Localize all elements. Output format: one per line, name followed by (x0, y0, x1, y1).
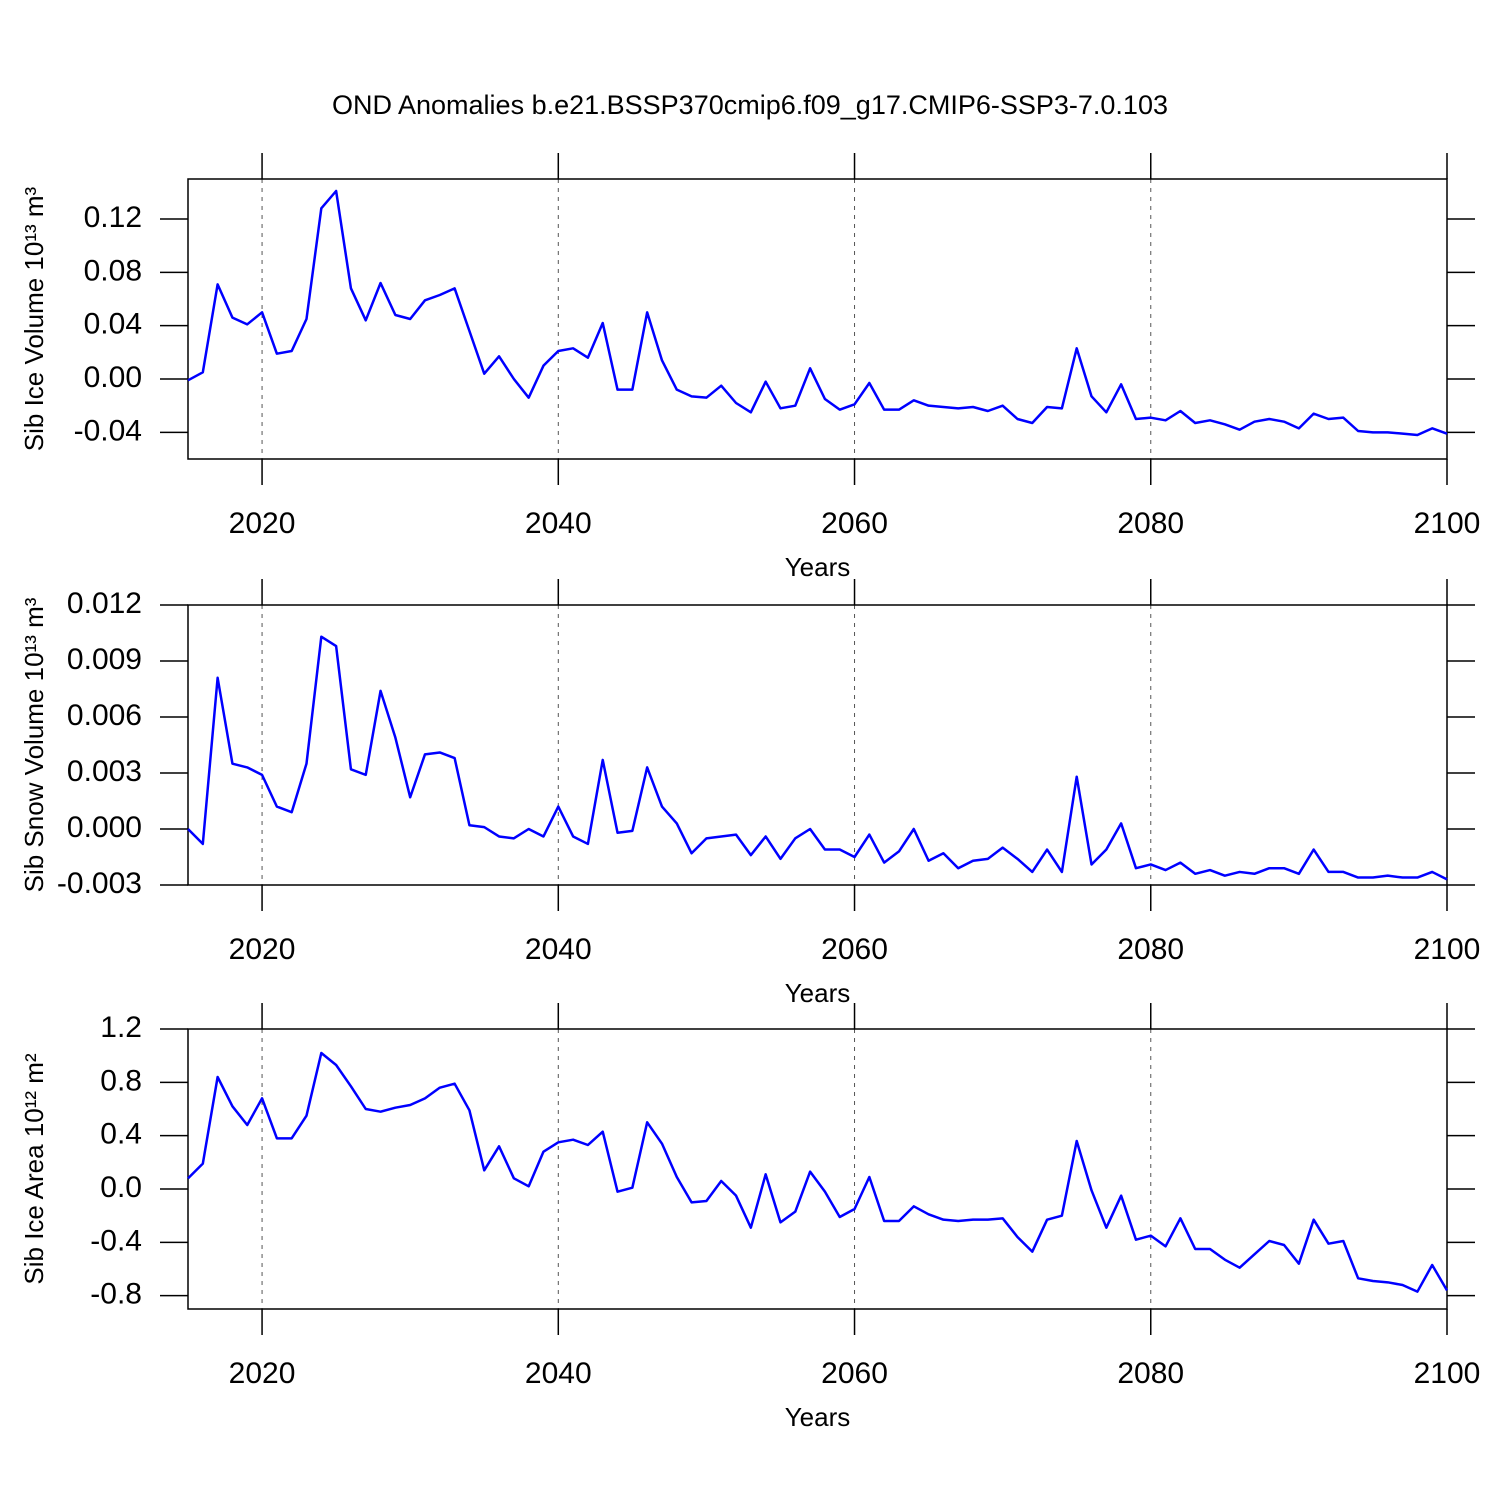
x-tick-label: 2100 (1414, 507, 1481, 540)
x-axis-label: Years (785, 552, 851, 582)
y-tick-label: 0.08 (84, 254, 142, 287)
x-tick-label: 2020 (229, 933, 296, 966)
data-line (187, 189, 1448, 437)
x-tick-label: 2060 (821, 1357, 888, 1390)
y-axis-label: Sib Ice Area 10¹² m² (19, 1053, 49, 1285)
plot-frame (187, 604, 1448, 886)
figure-title: OND Anomalies b.e21.BSSP370cmip6.f09_g17… (332, 90, 1168, 120)
y-tick-label: -0.003 (57, 867, 142, 900)
y-tick-label: 0.0 (100, 1171, 142, 1204)
x-tick-label: 2040 (525, 507, 592, 540)
y-tick-label: -0.8 (90, 1278, 142, 1311)
y-tick-label: -0.04 (74, 414, 142, 447)
y-tick-label: 0.012 (67, 587, 142, 620)
y-tick-label: -0.4 (90, 1224, 142, 1257)
x-tick-label: 2020 (229, 1357, 296, 1390)
y-tick-label: 0.006 (67, 699, 142, 732)
y-tick-label: 0.04 (84, 308, 142, 341)
x-tick-label: 2060 (821, 933, 888, 966)
y-axis-label: Sib Ice Volume 10¹³ m³ (19, 186, 49, 451)
x-tick-label: 2080 (1117, 1357, 1184, 1390)
y-tick-label: 0.12 (84, 201, 142, 234)
x-tick-label: 2040 (525, 1357, 592, 1390)
y-tick-label: 0.00 (84, 361, 142, 394)
y-tick-label: 0.4 (100, 1118, 142, 1151)
x-tick-label: 2020 (229, 507, 296, 540)
x-axis-label: Years (785, 978, 851, 1008)
y-tick-label: 0.009 (67, 643, 142, 676)
x-tick-label: 2100 (1414, 933, 1481, 966)
y-axis-label: Sib Snow Volume 10¹³ m³ (19, 597, 49, 892)
x-tick-label: 2100 (1414, 1357, 1481, 1390)
data-line (187, 635, 1448, 881)
y-tick-label: 0.003 (67, 755, 142, 788)
plot-frame (187, 178, 1448, 460)
x-tick-label: 2080 (1117, 507, 1184, 540)
y-tick-label: 0.000 (67, 811, 142, 844)
x-tick-label: 2040 (525, 933, 592, 966)
x-tick-label: 2060 (821, 507, 888, 540)
x-tick-label: 2080 (1117, 933, 1184, 966)
data-line (187, 1051, 1449, 1293)
y-tick-label: 1.2 (100, 1011, 142, 1044)
y-tick-label: 0.8 (100, 1064, 142, 1097)
plot-frame (187, 1028, 1448, 1310)
x-axis-label: Years (785, 1402, 851, 1432)
